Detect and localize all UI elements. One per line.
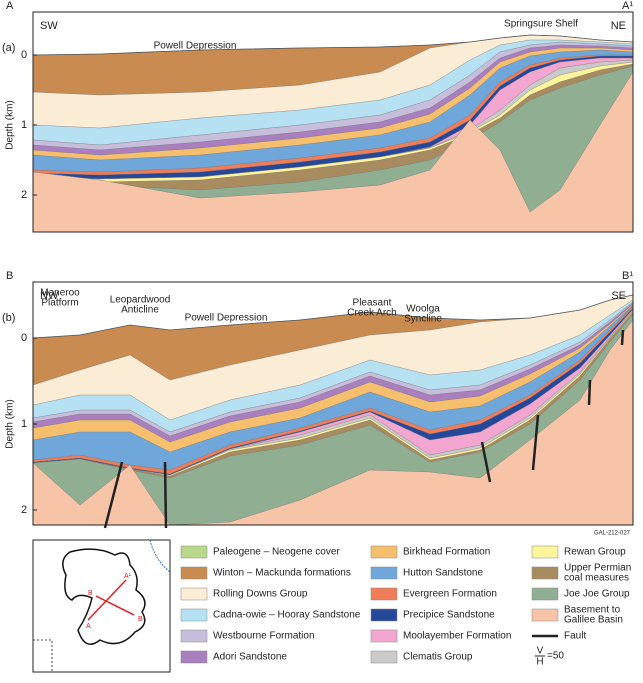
fault <box>480 441 492 483</box>
legend-swatch <box>531 587 559 601</box>
legend-label: Clematis Group <box>403 652 473 663</box>
legend-label: Rolling Downs Group <box>213 589 308 600</box>
scale-value: =50 <box>547 651 564 662</box>
map-label: B¹ <box>138 616 146 623</box>
section-start: A <box>6 0 14 12</box>
ground-surface <box>32 34 634 56</box>
map-label: A <box>86 623 91 630</box>
legend-label: Joe Joe Group <box>564 589 630 600</box>
fault <box>163 461 168 529</box>
legend-label: Fault <box>564 631 586 642</box>
fault <box>531 414 540 471</box>
legend-label: Cadna-owie – Hooray Sandstone <box>213 610 361 621</box>
tick-label: 2 <box>21 189 27 201</box>
fault <box>587 379 592 406</box>
section-line-b <box>95 595 135 616</box>
tick-label: 1 <box>21 418 27 430</box>
section-line-a <box>87 579 127 621</box>
feature-label: Creek Arch <box>347 308 396 319</box>
legend-label: Moolayember Formation <box>403 631 511 642</box>
axis-title: Depth (km) <box>5 399 16 448</box>
tick-label: 2 <box>21 504 27 516</box>
legend-label: Precipice Sandstone <box>403 610 495 621</box>
feature-label: Platform <box>41 298 78 309</box>
map-label: A¹ <box>124 573 132 580</box>
legend-label: Birkhead Formation <box>403 547 490 558</box>
panel-label: (a) <box>2 42 15 54</box>
section-start: B <box>6 270 13 282</box>
feature-label: Anticline <box>121 305 159 316</box>
tick-label: 0 <box>21 49 27 61</box>
legend-label: Hutton Sandstone <box>403 568 483 579</box>
axis-title: Depth (km) <box>5 100 16 149</box>
cross-section <box>32 281 634 529</box>
feature-label: Maneroo <box>40 288 80 299</box>
section-frame <box>32 11 634 233</box>
scale-den: H <box>536 657 543 668</box>
legend-label: Westbourne Formation <box>213 631 315 642</box>
direction: SW <box>40 20 58 32</box>
feature-label: Pleasant <box>353 298 392 309</box>
legend-swatch <box>531 608 559 622</box>
legend-swatch <box>180 545 208 559</box>
tick-label: 1 <box>21 119 27 131</box>
feature-label: Woolga <box>406 304 440 315</box>
feature-label: Leopardwood <box>110 295 171 306</box>
legend-label: Evergreen Formation <box>403 589 497 600</box>
legend-swatch <box>370 629 398 643</box>
legend-label: Winton – Mackunda formations <box>213 568 351 579</box>
fault <box>103 461 124 529</box>
feature-label: Powell Depression <box>154 41 237 52</box>
map-label: B <box>88 590 93 597</box>
section-end: B¹ <box>622 270 633 282</box>
panel-label: (b) <box>2 312 15 324</box>
legend-label: Basement to <box>564 605 621 616</box>
legend-swatch <box>531 545 559 559</box>
direction: SE <box>611 290 626 302</box>
legend-label: Upper Permian <box>564 563 631 574</box>
legend-swatch <box>370 608 398 622</box>
direction: NW <box>40 290 59 302</box>
tick-label: 0 <box>21 332 27 344</box>
scale-num: V <box>537 646 544 657</box>
legend-swatch <box>180 650 208 664</box>
legend-swatch <box>531 566 559 580</box>
coastline <box>149 539 171 573</box>
fault <box>620 329 625 346</box>
feature-label: Syncline <box>404 314 442 325</box>
border <box>33 639 53 672</box>
figure-code: GAL-212-027 <box>594 531 631 537</box>
legend-swatch <box>370 545 398 559</box>
ground-surface <box>32 294 634 339</box>
legend-label: Galilee Basin <box>564 615 623 626</box>
legend-swatch <box>180 587 208 601</box>
feature-label: Powell Depression <box>185 313 268 324</box>
legend-label: Rewan Group <box>564 547 626 558</box>
feature-label: Springsure Shelf <box>504 19 578 30</box>
legend-swatch <box>370 650 398 664</box>
direction: NE <box>611 20 626 32</box>
section-end: A¹ <box>622 0 633 12</box>
legend-swatch <box>180 566 208 580</box>
legend-swatch <box>180 629 208 643</box>
legend-label: Paleogene – Neogene cover <box>213 547 340 558</box>
basin-outline <box>62 548 146 645</box>
cross-section <box>32 11 634 233</box>
legend-swatch <box>370 566 398 580</box>
legend-swatch <box>370 587 398 601</box>
legend-label: coal measures <box>564 573 629 584</box>
legend-label: Adori Sandstone <box>213 652 287 663</box>
legend-swatch <box>180 608 208 622</box>
section-frame <box>32 281 634 526</box>
